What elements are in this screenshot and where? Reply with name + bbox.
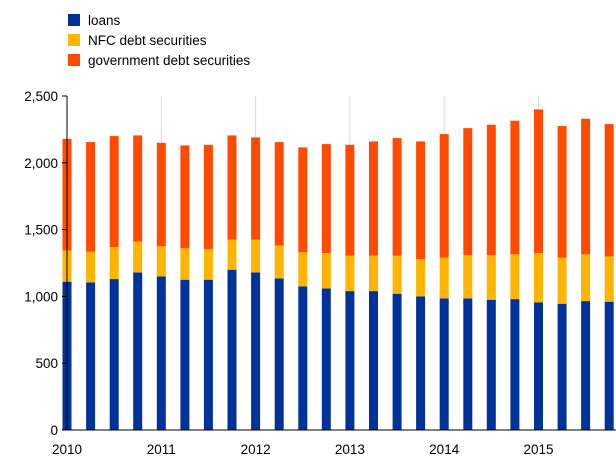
legend-swatch-loans — [68, 14, 80, 26]
bar-nfc-debt-securities-12 — [345, 255, 355, 292]
bar-nfc-debt-securities-11 — [321, 253, 331, 289]
bar-nfc-debt-securities-9 — [274, 245, 284, 279]
bar-government-debt-securities-21 — [557, 126, 567, 258]
bar-nfc-debt-securities-17 — [463, 255, 473, 299]
bar-nfc-debt-securities-20 — [534, 253, 543, 303]
bar-loans-6 — [203, 279, 213, 430]
bar-nfc-debt-securities-13 — [369, 255, 378, 292]
bar-government-debt-securities-11 — [321, 144, 331, 253]
bar-nfc-debt-securities-19 — [510, 254, 520, 300]
bar-nfc-debt-securities-15 — [416, 259, 426, 297]
bar-government-debt-securities-10 — [298, 147, 308, 253]
bar-government-debt-securities-3 — [133, 135, 143, 242]
legend-swatch-nfc-debt-securities — [68, 34, 80, 46]
bar-nfc-debt-securities-3 — [133, 241, 143, 273]
bar-loans-23 — [604, 301, 614, 430]
y-tick-label-0: 0 — [50, 423, 58, 438]
bar-government-debt-securities-6 — [203, 144, 213, 249]
bar-nfc-debt-securities-10 — [298, 252, 308, 287]
bar-series — [62, 109, 614, 430]
bar-government-debt-securities-9 — [274, 142, 284, 246]
x-tick-label-2012: 2012 — [241, 442, 271, 457]
bar-loans-15 — [416, 296, 426, 430]
x-tick-label-2011: 2011 — [147, 442, 176, 457]
bar-nfc-debt-securities-23 — [604, 256, 614, 302]
bar-government-debt-securities-8 — [251, 137, 261, 240]
bar-nfc-debt-securities-7 — [227, 239, 237, 270]
bar-government-debt-securities-22 — [581, 118, 591, 255]
bar-government-debt-securities-13 — [369, 141, 378, 256]
bar-nfc-debt-securities-22 — [581, 254, 591, 302]
bar-nfc-debt-securities-2 — [109, 247, 119, 280]
bar-nfc-debt-securities-5 — [180, 248, 190, 280]
bar-loans-10 — [298, 286, 308, 430]
bar-government-debt-securities-23 — [604, 124, 614, 257]
bar-nfc-debt-securities-18 — [486, 255, 496, 300]
bar-government-debt-securities-5 — [180, 145, 190, 249]
bar-nfc-debt-securities-6 — [203, 249, 213, 280]
bar-loans-18 — [486, 299, 496, 430]
bar-government-debt-securities-18 — [486, 124, 496, 255]
y-tick-label-2,000: 2,000 — [24, 156, 58, 171]
bar-loans-19 — [510, 299, 520, 430]
bar-loans-1 — [86, 282, 96, 430]
bar-loans-20 — [534, 302, 543, 430]
bar-government-debt-securities-15 — [416, 141, 426, 259]
x-tick-label-2010: 2010 — [52, 442, 82, 457]
bar-loans-9 — [274, 278, 284, 430]
bar-government-debt-securities-17 — [463, 128, 473, 255]
bar-loans-16 — [439, 298, 449, 430]
bar-government-debt-securities-19 — [510, 120, 520, 255]
bar-government-debt-securities-7 — [227, 135, 237, 240]
y-tick-label-1,500: 1,500 — [24, 223, 58, 238]
legend-label-nfc-debt-securities: NFC debt securities — [88, 32, 207, 48]
bar-nfc-debt-securities-14 — [392, 255, 402, 294]
bar-loans-12 — [345, 291, 355, 430]
bar-loans-13 — [369, 291, 378, 430]
bar-government-debt-securities-1 — [86, 142, 96, 252]
bar-government-debt-securities-12 — [345, 144, 355, 256]
bar-loans-8 — [251, 272, 261, 430]
bar-government-debt-securities-14 — [392, 138, 402, 256]
bar-government-debt-securities-16 — [439, 134, 449, 258]
bar-loans-17 — [463, 298, 473, 430]
x-tick-label-2013: 2013 — [335, 442, 365, 457]
bar-loans-5 — [180, 279, 190, 430]
bar-loans-22 — [581, 301, 591, 430]
bar-government-debt-securities-4 — [156, 142, 166, 247]
bar-nfc-debt-securities-21 — [557, 257, 567, 304]
legend-label-government-debt-securities: government debt securities — [88, 52, 251, 68]
bar-government-debt-securities-2 — [109, 136, 119, 247]
bar-loans-21 — [557, 303, 567, 430]
y-tick-label-1,000: 1,000 — [24, 289, 58, 304]
bar-loans-7 — [227, 269, 237, 430]
legend-item-government-debt-securities: government debt securities — [68, 50, 250, 70]
legend-label-loans: loans — [88, 12, 121, 28]
bar-loans-11 — [321, 288, 331, 430]
legend: loans NFC debt securities government deb… — [68, 10, 250, 70]
bar-nfc-debt-securities-4 — [156, 246, 166, 277]
bar-loans-4 — [156, 276, 166, 430]
x-tick-label-2015: 2015 — [523, 442, 553, 457]
axes: 0 500 1,000 1,500 2,000 2,500 2010 2011 2012 2013… — [24, 89, 616, 457]
y-tick-label-2,500: 2,500 — [24, 89, 58, 104]
legend-item-loans: loans — [68, 10, 250, 30]
bar-loans-14 — [392, 293, 402, 430]
bar-nfc-debt-securities-16 — [439, 257, 449, 299]
x-tick-label-2014: 2014 — [429, 442, 460, 457]
y-tick-label-500: 500 — [35, 356, 58, 371]
legend-swatch-government-debt-securities — [68, 54, 80, 66]
bar-government-debt-securities-20 — [534, 109, 543, 254]
bar-loans-3 — [133, 272, 143, 430]
legend-item-nfc-debt-securities: NFC debt securities — [68, 30, 250, 50]
bar-loans-2 — [109, 279, 119, 430]
bar-nfc-debt-securities-1 — [86, 251, 96, 283]
bar-nfc-debt-securities-8 — [251, 239, 261, 273]
